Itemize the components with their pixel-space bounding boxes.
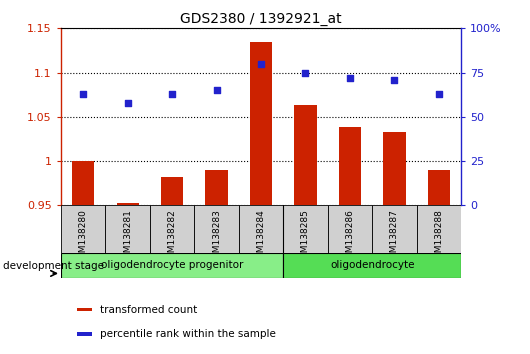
Bar [61, 253, 283, 278]
Bar [428, 170, 450, 205]
Point [168, 91, 176, 97]
Point [257, 61, 266, 67]
Point [301, 70, 310, 75]
Text: oligodendrocyte progenitor: oligodendrocyte progenitor [101, 261, 243, 270]
Bar [206, 170, 228, 205]
Point [213, 87, 221, 93]
Bar [372, 205, 417, 253]
Bar [72, 161, 94, 205]
Bar [77, 308, 92, 312]
Bar [195, 205, 239, 253]
Text: development stage: development stage [3, 261, 104, 271]
Text: GSM138288: GSM138288 [435, 209, 444, 264]
Point [79, 91, 87, 97]
Bar [328, 205, 372, 253]
Point [346, 75, 354, 81]
Bar [117, 203, 139, 205]
Bar [161, 177, 183, 205]
Point [390, 77, 399, 82]
Text: transformed count: transformed count [100, 305, 198, 315]
Text: GSM138281: GSM138281 [123, 209, 132, 264]
Bar [339, 127, 361, 205]
Title: GDS2380 / 1392921_at: GDS2380 / 1392921_at [180, 12, 342, 26]
Text: oligodendrocyte: oligodendrocyte [330, 261, 414, 270]
Bar [417, 205, 461, 253]
Text: GSM138287: GSM138287 [390, 209, 399, 264]
Bar [250, 42, 272, 205]
Text: GSM138285: GSM138285 [301, 209, 310, 264]
Bar [105, 205, 150, 253]
Text: GSM138282: GSM138282 [167, 209, 176, 264]
Text: GSM138284: GSM138284 [257, 209, 266, 264]
Bar [61, 205, 105, 253]
Bar [239, 205, 283, 253]
Bar [150, 205, 195, 253]
Text: GSM138283: GSM138283 [212, 209, 221, 264]
Bar [294, 105, 316, 205]
Bar [77, 332, 92, 336]
Text: GSM138280: GSM138280 [78, 209, 87, 264]
Bar [383, 132, 405, 205]
Text: percentile rank within the sample: percentile rank within the sample [100, 329, 276, 339]
Bar [283, 205, 328, 253]
Text: GSM138286: GSM138286 [346, 209, 355, 264]
Point [435, 91, 443, 97]
Point [123, 100, 132, 105]
Bar [283, 253, 461, 278]
